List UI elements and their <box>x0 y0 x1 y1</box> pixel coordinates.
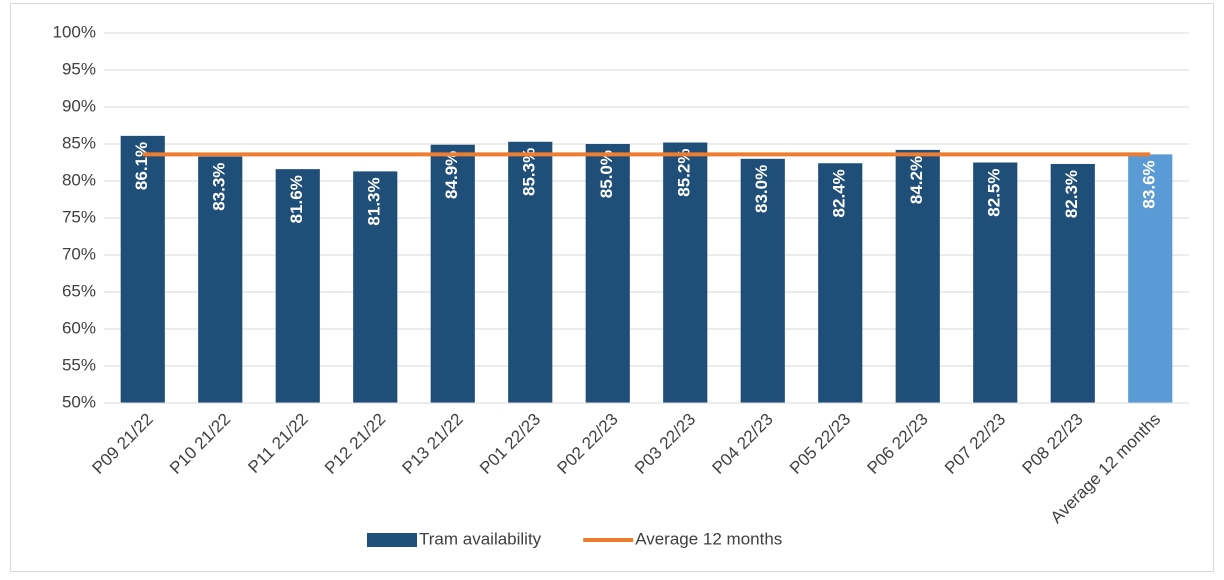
y-tick-label: 70% <box>62 244 96 263</box>
y-tick-label: 55% <box>62 355 96 374</box>
bar <box>740 158 785 403</box>
bar <box>353 171 398 403</box>
data-label: 81.3% <box>365 177 384 225</box>
data-label: 83.6% <box>1140 160 1159 208</box>
bar <box>275 169 320 403</box>
legend-label: Average 12 months <box>635 529 782 548</box>
data-label: 85.2% <box>675 149 694 197</box>
data-label: 82.4% <box>830 169 849 217</box>
legend-label: Tram availability <box>419 529 542 548</box>
bar <box>430 144 475 404</box>
bar <box>818 163 863 403</box>
data-label: 85.3% <box>520 148 539 196</box>
data-label: 82.3% <box>1062 170 1081 218</box>
bar <box>198 156 243 403</box>
data-label: 83.3% <box>210 163 229 211</box>
bar <box>1050 163 1095 403</box>
bar <box>895 149 940 403</box>
bar <box>1128 154 1173 403</box>
y-tick-label: 60% <box>62 318 96 337</box>
data-label: 86.1% <box>132 142 151 190</box>
y-tick-label: 90% <box>62 96 96 115</box>
data-label: 84.2% <box>907 156 926 204</box>
bar <box>663 142 708 403</box>
y-tick-label: 50% <box>62 392 96 411</box>
data-label: 84.9% <box>442 151 461 199</box>
y-tick-label: 80% <box>62 170 96 189</box>
y-tick-label: 65% <box>62 281 96 300</box>
data-label: 81.6% <box>287 175 306 223</box>
bar <box>508 141 553 403</box>
legend-swatch <box>367 533 417 547</box>
y-tick-label: 95% <box>62 59 96 78</box>
y-tick-label: 75% <box>62 207 96 226</box>
bar <box>120 135 165 404</box>
data-label: 83.0% <box>752 165 771 213</box>
y-tick-label: 85% <box>62 133 96 152</box>
y-tick-label: 100% <box>53 22 96 41</box>
data-label: 85.0% <box>597 150 616 198</box>
data-label: 82.5% <box>985 169 1004 217</box>
bar <box>585 144 630 403</box>
bar <box>973 162 1018 403</box>
